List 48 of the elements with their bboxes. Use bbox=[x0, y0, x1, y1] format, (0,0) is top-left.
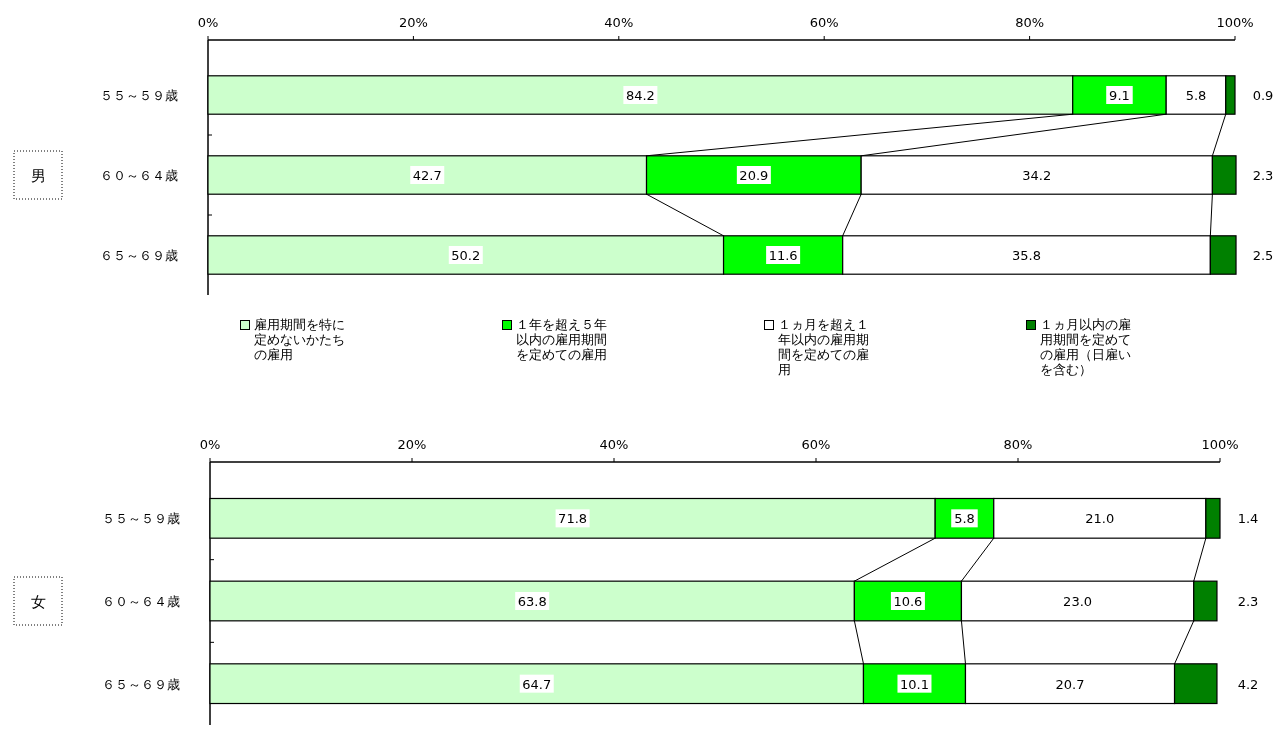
x-tick-label: 40% bbox=[599, 437, 629, 452]
data-label: 63.8 bbox=[517, 594, 547, 609]
y-axis-title: 男 bbox=[30, 167, 46, 185]
data-label: 71.8 bbox=[558, 511, 588, 527]
data-label: 11.6 bbox=[768, 248, 798, 263]
data-label: 23.0 bbox=[1063, 594, 1093, 609]
data-label: 2.3 bbox=[1237, 594, 1259, 609]
data-label: 84.2 bbox=[625, 88, 655, 103]
data-label: 9.1 bbox=[1109, 88, 1130, 103]
data-label: 34.2 bbox=[1022, 168, 1052, 183]
x-tick-label: 80% bbox=[1003, 437, 1033, 452]
legend-label: １年を超え５年以内の雇用期間を定めての雇用 bbox=[516, 317, 608, 362]
data-label: 5.8 bbox=[1185, 88, 1207, 103]
y-tick-label: ５５～５９歳 bbox=[100, 88, 178, 103]
x-tick-label: 0% bbox=[199, 437, 221, 452]
data-label: 20.7 bbox=[1055, 676, 1085, 692]
legend-label: １ヵ月以内の雇用期間を定めての雇用（日雇いを含む） bbox=[1040, 317, 1132, 377]
x-tick-label: 20% bbox=[398, 15, 428, 30]
data-label: 20.9 bbox=[739, 168, 769, 183]
data-label: 5.8 bbox=[954, 511, 975, 527]
data-label: 2.5 bbox=[1252, 248, 1274, 263]
y-tick-label: ５５～５９歳 bbox=[102, 511, 180, 527]
data-label: 21.0 bbox=[1085, 511, 1115, 527]
legend-label: 雇用期間を特に定めないかたちの雇用 bbox=[254, 317, 346, 362]
y-tick-label: ６０～６４歳 bbox=[102, 594, 180, 609]
y-tick-label: ６０～６４歳 bbox=[100, 168, 178, 183]
data-label: 64.7 bbox=[522, 676, 552, 692]
data-label: 35.8 bbox=[1012, 248, 1041, 263]
y-tick-label: ６５～６９歳 bbox=[100, 248, 178, 263]
data-label: 42.7 bbox=[412, 168, 442, 183]
data-label: 0.9 bbox=[1252, 88, 1274, 103]
x-tick-label: 60% bbox=[801, 437, 831, 452]
data-label: 2.3 bbox=[1252, 168, 1274, 183]
x-tick-label: 100% bbox=[1216, 15, 1254, 30]
data-label: 50.2 bbox=[451, 248, 481, 263]
y-axis-title: 女 bbox=[30, 593, 46, 611]
data-label: 4.2 bbox=[1237, 676, 1259, 692]
x-tick-label: 40% bbox=[604, 15, 634, 30]
x-tick-label: 80% bbox=[1015, 15, 1045, 30]
y-tick-label: ６５～６９歳 bbox=[102, 676, 180, 692]
data-label: 1.4 bbox=[1237, 511, 1259, 527]
x-tick-label: 60% bbox=[809, 15, 839, 30]
x-tick-label: 20% bbox=[397, 437, 427, 452]
data-label: 10.1 bbox=[900, 676, 929, 692]
data-label: 10.6 bbox=[893, 594, 923, 609]
x-tick-label: 100% bbox=[1201, 437, 1239, 452]
legend-label: １ヵ月を超え１年以内の雇用期間を定めての雇用 bbox=[778, 317, 870, 377]
x-tick-label: 0% bbox=[197, 15, 219, 30]
